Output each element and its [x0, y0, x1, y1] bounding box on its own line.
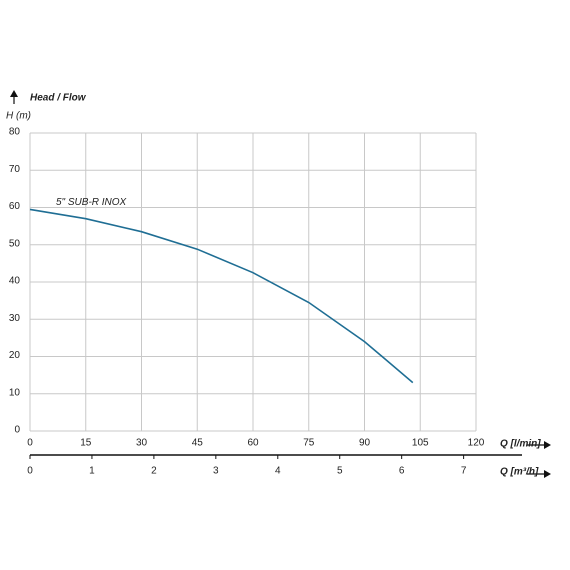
x-tick-label: 0	[27, 438, 33, 449]
x2-tick-label: 7	[461, 466, 467, 477]
chart-title: Head / Flow	[30, 93, 87, 104]
x-tick-label: 105	[412, 438, 429, 449]
x-tick-label: 60	[247, 438, 259, 449]
x-tick-label: 45	[192, 438, 204, 449]
x-tick-label: 120	[468, 438, 485, 449]
y-axis-label: H (m)	[6, 111, 31, 122]
x2-tick-label: 4	[275, 466, 281, 477]
y-tick-label: 10	[9, 387, 21, 398]
x-tick-label: 90	[359, 438, 371, 449]
series-label: 5" SUB-R INOX	[56, 197, 127, 208]
x-tick-label: 30	[136, 438, 148, 449]
y-tick-label: 70	[9, 164, 21, 175]
y-tick-label: 80	[9, 127, 21, 138]
x2-tick-label: 1	[89, 466, 95, 477]
x2-tick-label: 2	[151, 466, 157, 477]
x-tick-label: 75	[303, 438, 315, 449]
y-tick-label: 20	[9, 350, 21, 361]
x-tick-label: 15	[80, 438, 92, 449]
y-tick-label: 30	[9, 313, 21, 324]
x2-axis-label: Q [m³/h]	[500, 467, 539, 478]
y-tick-label: 50	[9, 238, 21, 249]
x2-tick-label: 6	[399, 466, 405, 477]
x2-tick-label: 3	[213, 466, 219, 477]
curve	[29, 208, 414, 384]
x-axis-label: Q [l/min]	[500, 439, 541, 450]
y-tick-label: 60	[9, 201, 21, 212]
x2-tick-label: 0	[27, 466, 33, 477]
y-tick-label: 40	[9, 276, 21, 287]
y-tick-label: 0	[14, 425, 20, 436]
arrows	[10, 90, 551, 478]
x2-tick-label: 5	[337, 466, 343, 477]
